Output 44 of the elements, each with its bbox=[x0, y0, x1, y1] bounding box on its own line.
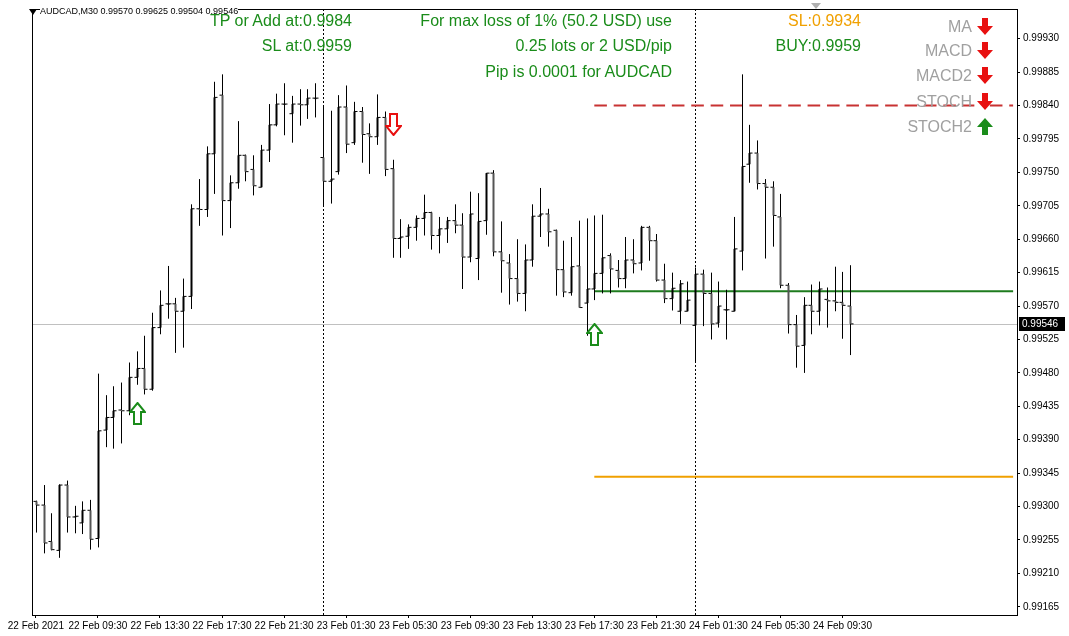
y-tick-label: 0.99390 bbox=[1023, 433, 1060, 445]
y-tick-label: 0.99570 bbox=[1023, 299, 1060, 311]
x-tick-label: 22 Feb 21:30 bbox=[254, 619, 314, 631]
y-tick-label: 0.99750 bbox=[1023, 166, 1060, 178]
x-tick-label: 22 Feb 2021 bbox=[7, 619, 65, 631]
y-tick-label: 0.99480 bbox=[1023, 366, 1060, 378]
annotation: For max loss of 1% (50.2 USD) use bbox=[420, 12, 672, 30]
y-tick-label: 0.99795 bbox=[1023, 132, 1060, 144]
chart-title: AUDCAD,M30 0.99570 0.99625 0.99504 0.99546 bbox=[40, 6, 239, 17]
annotation: MA bbox=[948, 18, 972, 36]
annotation: SL:0.9934 bbox=[788, 12, 861, 30]
x-tick-label: 23 Feb 13:30 bbox=[502, 619, 563, 631]
y-tick-label: 0.99435 bbox=[1023, 400, 1060, 412]
y-tick-label: 0.99615 bbox=[1023, 266, 1060, 278]
x-tick-label: 23 Feb 05:30 bbox=[378, 619, 439, 631]
annotation: BUY:0.9959 bbox=[775, 37, 861, 55]
x-tick-label: 22 Feb 13:30 bbox=[130, 619, 190, 631]
x-tick-label: 24 Feb 05:30 bbox=[750, 619, 811, 631]
y-tick-label: 0.99840 bbox=[1023, 99, 1060, 111]
annotation: MACD bbox=[924, 42, 972, 60]
annotation: Pip is 0.0001 for AUDCAD bbox=[485, 63, 672, 81]
y-tick-label: 0.99165 bbox=[1023, 600, 1060, 612]
y-tick-label: 0.99660 bbox=[1023, 232, 1060, 244]
y-tick-label: 0.99705 bbox=[1023, 199, 1060, 211]
annotation: MACD2 bbox=[915, 67, 972, 85]
x-tick-label: 23 Feb 01:30 bbox=[316, 619, 377, 631]
annotation: STOCH2 bbox=[907, 118, 972, 136]
y-tick-label: 0.99345 bbox=[1023, 466, 1060, 478]
y-tick-label: 0.99525 bbox=[1023, 333, 1060, 345]
ref-line-label: 0.99546 bbox=[1022, 317, 1059, 329]
y-tick-label: 0.99885 bbox=[1023, 65, 1060, 77]
x-tick-label: 23 Feb 21:30 bbox=[626, 619, 687, 631]
x-tick-label: 23 Feb 09:30 bbox=[440, 619, 501, 631]
x-tick-label: 23 Feb 17:30 bbox=[564, 619, 625, 631]
annotation: 0.25 lots or 2 USD/pip bbox=[515, 37, 672, 55]
x-tick-label: 22 Feb 09:30 bbox=[68, 619, 128, 631]
y-tick-label: 0.99210 bbox=[1023, 567, 1060, 579]
y-tick-label: 0.99255 bbox=[1023, 533, 1060, 545]
y-tick-label: 0.99300 bbox=[1023, 500, 1060, 512]
x-tick-label: 24 Feb 01:30 bbox=[688, 619, 749, 631]
annotation: SL at:0.9959 bbox=[261, 37, 352, 55]
y-tick-label: 0.99930 bbox=[1023, 32, 1060, 44]
x-tick-label: 24 Feb 09:30 bbox=[813, 619, 873, 631]
x-tick-label: 22 Feb 17:30 bbox=[192, 619, 252, 631]
